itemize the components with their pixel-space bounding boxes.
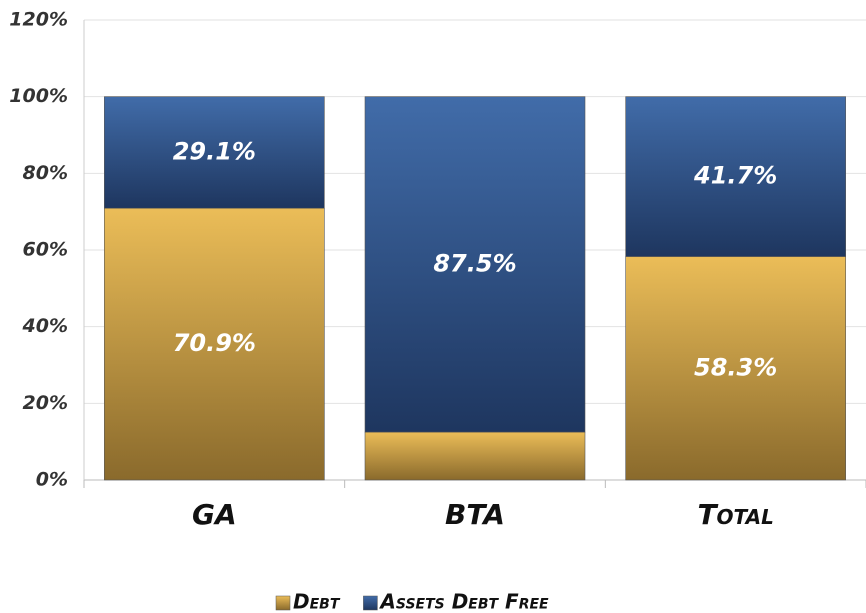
legend-swatch (275, 595, 291, 611)
bar-segment (364, 431, 586, 481)
data-label: 41.7% (693, 162, 777, 190)
legend-label: Debt (293, 590, 341, 613)
bar-segment (104, 207, 325, 481)
y-tick-label: 120% (9, 9, 68, 31)
bar-segment (625, 256, 846, 481)
data-label: 58.3% (694, 353, 777, 381)
x-tick-label: BTA (445, 498, 505, 531)
y-tick-label: 60% (23, 239, 68, 261)
y-tick-label: 80% (23, 162, 68, 184)
data-label: 29.1% (173, 137, 256, 165)
y-tick-label: 100% (9, 85, 68, 107)
bar-segment (104, 96, 325, 209)
y-tick-label: 20% (23, 392, 68, 414)
y-tick-label: 0% (36, 469, 68, 491)
y-tick-label: 40% (22, 315, 68, 337)
x-tick-label: GA (192, 498, 237, 531)
x-tick-label: Total (697, 498, 773, 531)
data-label: 87.5% (433, 249, 516, 277)
bar-segment (625, 96, 846, 257)
legend-label: Assets Debt Free (378, 590, 549, 613)
data-label: 70.9% (173, 329, 256, 357)
legend-swatch (363, 595, 378, 611)
bar-segment (364, 96, 586, 433)
